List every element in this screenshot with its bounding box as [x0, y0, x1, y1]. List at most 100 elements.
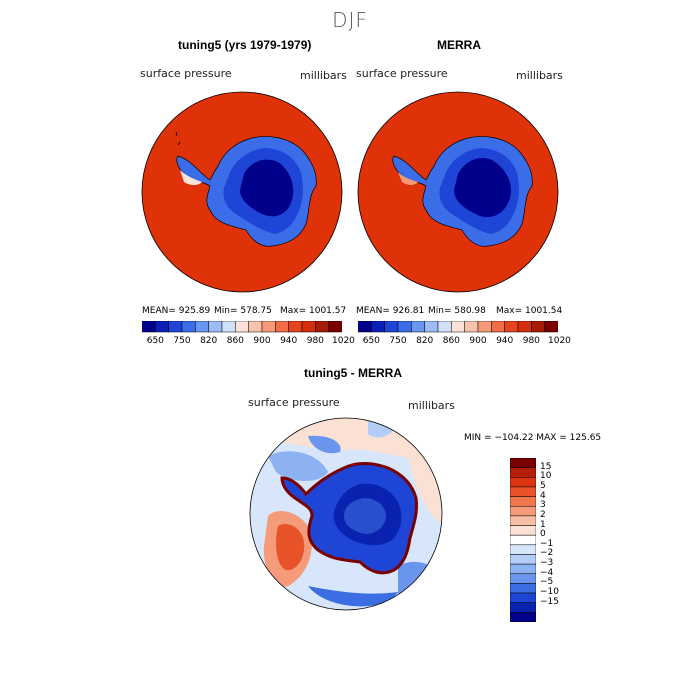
colorbar-swatch	[464, 321, 479, 333]
diff-colorbar-swatch	[510, 573, 536, 584]
colorbar-swatch	[248, 321, 263, 333]
diff-minmax: MIN = −104.22 MAX = 125.65	[464, 433, 602, 443]
diff-colorbar-swatch	[510, 486, 536, 497]
colorbar-tick-label: 860	[442, 336, 460, 346]
colorbar-swatch	[195, 321, 209, 333]
diff-colorbar-swatch	[510, 467, 536, 478]
colorbar-tick-label: 980	[306, 336, 324, 346]
colorbar-swatch	[504, 321, 519, 333]
diff-colorbar-tick-label: 5	[540, 480, 546, 491]
panel-1-mean: MEAN= 925.89	[142, 306, 211, 316]
panel-1-variable: surface pressure	[140, 67, 232, 80]
colorbar-swatch	[181, 321, 196, 333]
panel-1-colorbar	[142, 321, 342, 333]
panel-2-units: millibars	[516, 69, 563, 82]
colorbar-swatch	[371, 321, 385, 333]
diff-map	[248, 416, 444, 612]
colorbar-tick-label: 820	[200, 336, 218, 346]
diff-colorbar-tick-label: 15	[540, 461, 552, 472]
colorbar-swatch	[208, 321, 223, 333]
panel-2-min: Min= 580.98	[428, 306, 486, 316]
colorbar-swatch	[315, 321, 329, 333]
diff-colorbar-swatch	[510, 554, 536, 565]
colorbar-swatch	[301, 321, 316, 333]
panel-2-mean: MEAN= 926.81	[356, 306, 425, 316]
diff-colorbar-tick-label: −1	[540, 538, 554, 549]
colorbar-swatch	[155, 321, 169, 333]
diff-colorbar-tick-label: −10	[540, 587, 559, 598]
diff-colorbar-swatch	[510, 544, 536, 555]
colorbar-swatch	[451, 321, 465, 333]
diff-colorbar-tick-label: 10	[540, 471, 552, 482]
panel-2-map	[356, 90, 560, 294]
diff-colorbar-tick-label: 3	[540, 500, 546, 511]
colorbar-tick-label: 1020	[332, 336, 355, 346]
colorbar-tick-label: 750	[389, 336, 407, 346]
colorbar-swatch	[477, 321, 492, 333]
diff-colorbar-swatch	[510, 612, 536, 622]
diff-colorbar-swatch	[510, 592, 536, 603]
panel-1-title: tuning5 (yrs 1979-1979)	[178, 38, 312, 52]
plateau-region	[454, 157, 512, 218]
colorbar-swatch	[544, 321, 558, 333]
diff-colorbar-tick-label: 4	[540, 490, 546, 501]
panel-1-max: Max= 1001.57	[280, 306, 347, 316]
colorbar-swatch	[397, 321, 412, 333]
colorbar-swatch	[261, 321, 276, 333]
colorbar-tick-label: 940	[496, 336, 514, 346]
colorbar-swatch	[517, 321, 532, 333]
colorbar-tick-label: 980	[522, 336, 540, 346]
diff-colorbar-swatch	[510, 525, 536, 536]
panel-2-variable: surface pressure	[356, 67, 448, 80]
diff-colorbar-tick-label: 2	[540, 509, 546, 520]
diff-colorbar-swatch	[510, 602, 536, 613]
panel-2-colorbar	[358, 321, 558, 333]
colorbar-swatch	[328, 321, 342, 333]
colorbar-tick-label: 860	[226, 336, 244, 346]
colorbar-tick-label: 1020	[548, 336, 571, 346]
diff-colorbar	[510, 458, 536, 622]
colorbar-tick-label: 940	[280, 336, 298, 346]
diff-colorbar-swatch	[510, 563, 536, 575]
diff-colorbar-tick-label: 0	[540, 529, 546, 540]
season-title: DJF	[332, 8, 368, 32]
colorbar-swatch	[142, 321, 156, 333]
diff-colorbar-tick-label: −3	[540, 558, 554, 569]
diff-colorbar-swatch	[510, 583, 536, 594]
colorbar-swatch	[275, 321, 289, 333]
diff-colorbar-swatch	[510, 534, 536, 546]
panel-1-map	[140, 90, 344, 294]
colorbar-tick-label: 900	[469, 336, 487, 346]
diff-colorbar-tick-label: 1	[540, 519, 546, 530]
peninsula-tip	[180, 170, 202, 185]
colorbar-tick-label: 650	[362, 336, 380, 346]
colorbar-tick-label: 820	[416, 336, 434, 346]
colorbar-swatch	[288, 321, 303, 333]
colorbar-tick-label: 750	[173, 336, 191, 346]
colorbar-swatch	[531, 321, 545, 333]
panel-2-title: MERRA	[437, 38, 481, 52]
diff-colorbar-swatch	[510, 515, 536, 526]
colorbar-swatch	[235, 321, 249, 333]
plateau-region	[240, 159, 294, 217]
colorbar-swatch	[221, 321, 236, 333]
diff-units: millibars	[408, 399, 455, 412]
diff-colorbar-swatch	[510, 477, 536, 488]
colorbar-swatch	[168, 321, 183, 333]
peninsula-tip	[398, 172, 418, 185]
panel-1-min: Min= 578.75	[214, 306, 272, 316]
diff-colorbar-tick-label: −15	[540, 596, 559, 607]
colorbar-swatch	[384, 321, 399, 333]
panel-1-units: millibars	[300, 69, 347, 82]
diff-title: tuning5 - MERRA	[304, 366, 402, 380]
diff-colorbar-swatch	[510, 496, 536, 507]
diff-colorbar-swatch	[510, 505, 536, 517]
diff-colorbar-tick-label: −4	[540, 567, 554, 578]
diff-colorbar-tick-label: −5	[540, 577, 554, 588]
diff-colorbar-swatch	[510, 458, 536, 468]
colorbar-swatch	[358, 321, 372, 333]
islands	[175, 131, 181, 146]
diff-variable: surface pressure	[248, 396, 340, 409]
diff-colorbar-tick-label: −2	[540, 548, 554, 559]
panel-2-max: Max= 1001.54	[496, 306, 563, 316]
